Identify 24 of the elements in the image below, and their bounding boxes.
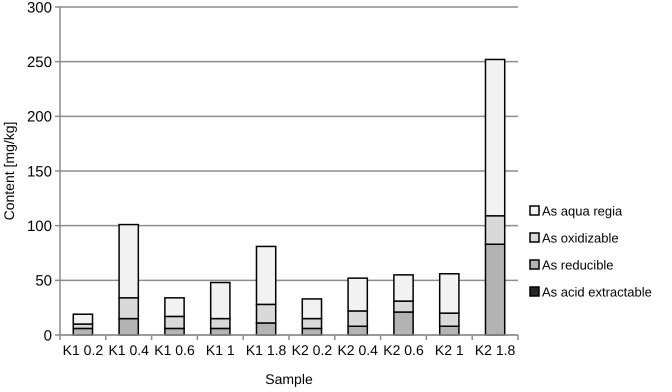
x-tick-label: K2 0.2 (292, 342, 332, 358)
y-tick-label: 200 (26, 108, 52, 126)
x-tick-label: K2 0.6 (383, 342, 424, 358)
x-tick-label: K1 0.4 (108, 342, 150, 358)
y-tick-label: 100 (26, 218, 52, 235)
legend-label: As acid extractable (542, 284, 652, 300)
y-tick-label: 250 (26, 54, 52, 71)
y-tick-label: 300 (26, 0, 52, 16)
legend-label: As reducible (542, 258, 614, 273)
y-tick-label: 150 (26, 163, 52, 180)
legend-label: As oxidizable (542, 230, 619, 246)
y-tick-label: 0 (44, 327, 52, 344)
x-tick-label: K2 0.4 (337, 342, 378, 358)
x-tick-label: K1 0.6 (154, 342, 195, 358)
x-tick-label: K1 0.2 (62, 342, 104, 358)
y-tick-label: 50 (35, 272, 52, 290)
y-axis-title: Content [mg/kg] (1, 122, 17, 220)
x-tick-label: K2 1 (434, 342, 464, 358)
legend-label: As aqua regia (542, 204, 623, 219)
bar (72, 313, 94, 325)
x-axis-title: Sample (265, 371, 313, 387)
x-tick-label: K1 1.8 (246, 342, 287, 358)
x-tick-label: K2 1.8 (474, 342, 516, 358)
x-tick-label: K1 1 (206, 342, 235, 358)
